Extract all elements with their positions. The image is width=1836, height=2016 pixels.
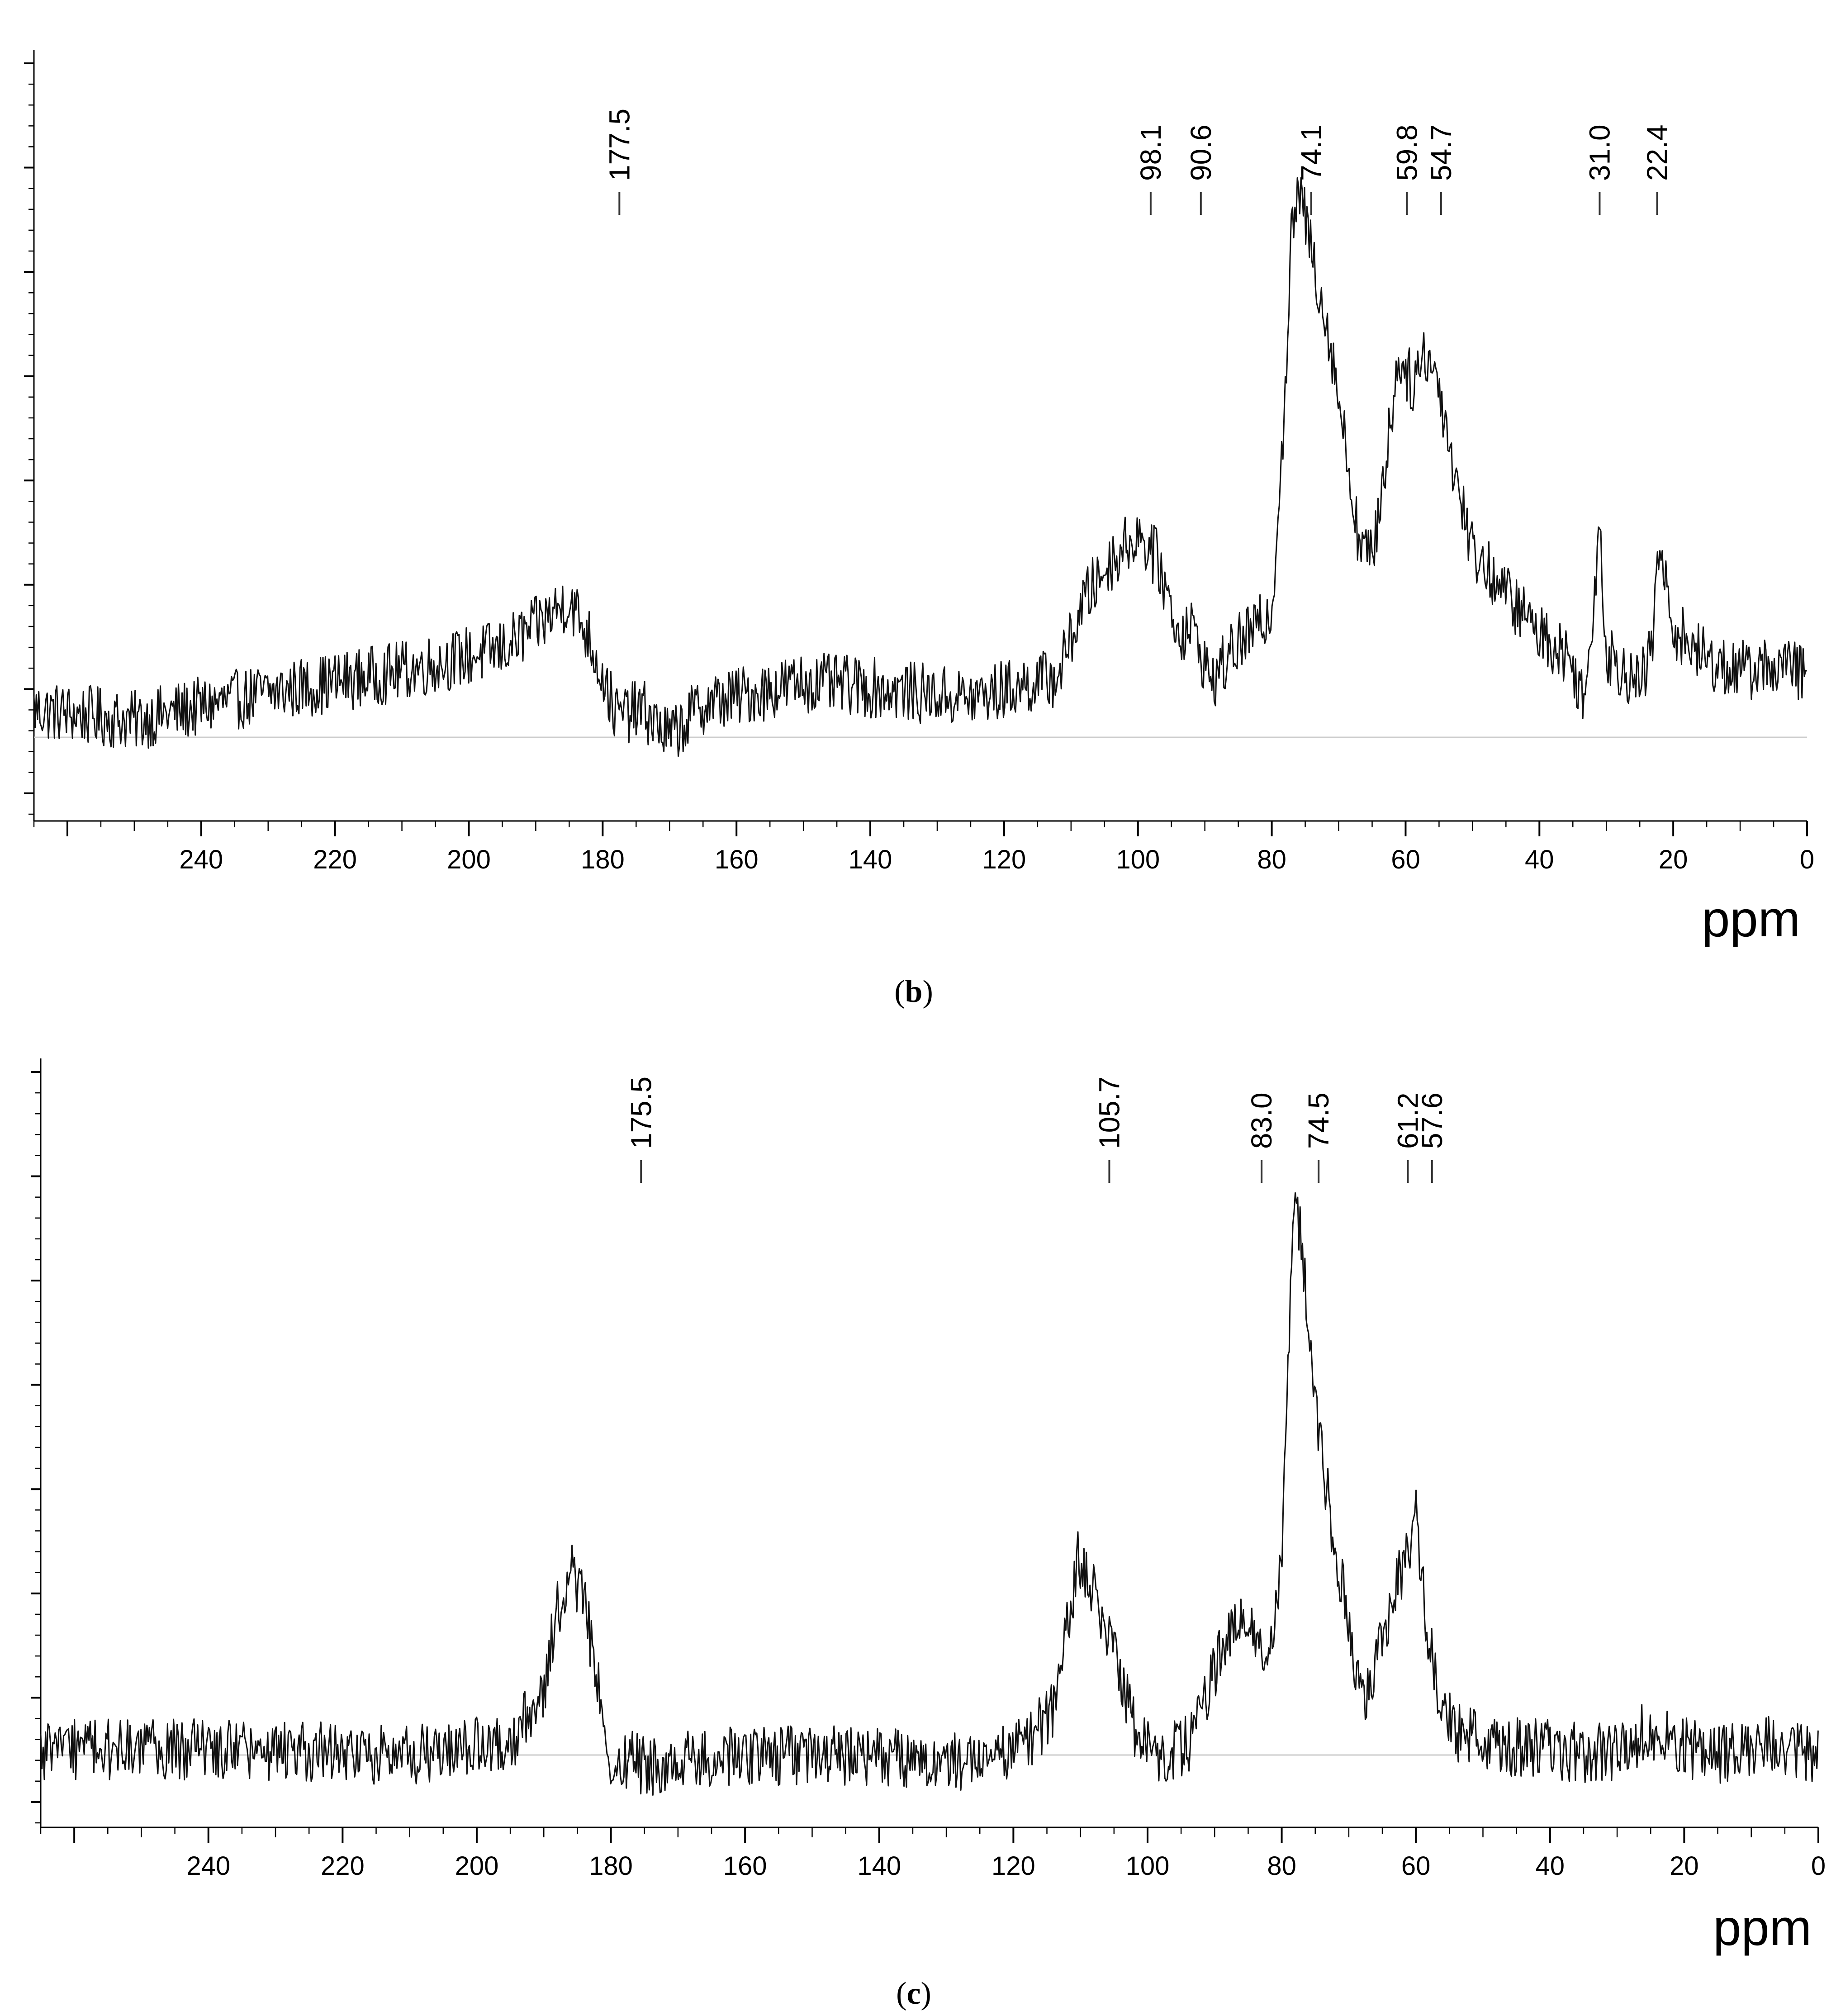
panel-c-chart: 240 220 200 180 160 140 120 100 80 60 40 20 0ppm175.… xyxy=(31,1058,1826,1956)
x-tick-label: 0 xyxy=(1811,1851,1826,1881)
peak-label: 22.4 xyxy=(1641,124,1674,181)
spectrum-trace xyxy=(33,177,1808,757)
x-tick-label: 140 xyxy=(849,845,892,874)
peak-label: 175.5 xyxy=(625,1077,657,1149)
x-tick-label: 180 xyxy=(589,1851,633,1881)
x-tick-label: 160 xyxy=(715,845,759,874)
spectrum-trace xyxy=(40,1192,1819,1796)
x-tick-label: 180 xyxy=(581,845,625,874)
peak-label: 57.6 xyxy=(1416,1092,1448,1149)
x-axis-unit-label: ppm xyxy=(1702,891,1800,947)
peak-label: 83.0 xyxy=(1245,1092,1278,1149)
peak-label: 98.1 xyxy=(1134,124,1167,181)
x-tick-label: 0 xyxy=(1800,845,1814,874)
peak-label: 90.6 xyxy=(1185,124,1217,181)
peak-label: 74.1 xyxy=(1295,124,1328,181)
panel-b-chart: 240 220 200 180 160 140 120 100 80 60 40 20 0ppm177.… xyxy=(24,50,1814,947)
x-tick-label: 160 xyxy=(723,1851,767,1881)
peak-label: 61.2 xyxy=(1391,1092,1424,1149)
x-axis-unit-label: ppm xyxy=(1713,1899,1812,1956)
x-tick-label: 80 xyxy=(1267,1851,1296,1881)
x-tick-label: 100 xyxy=(1126,1851,1170,1881)
x-tick-label: 200 xyxy=(447,845,491,874)
x-tick-label: 240 xyxy=(186,1851,230,1881)
x-tick-label: 60 xyxy=(1391,845,1420,874)
caption-c: (c) xyxy=(896,1976,931,2011)
x-tick-label: 120 xyxy=(982,845,1026,874)
x-tick-label: 20 xyxy=(1670,1851,1699,1881)
peak-label: 74.5 xyxy=(1302,1092,1335,1149)
x-tick-label: 80 xyxy=(1257,845,1286,874)
peak-label: 31.0 xyxy=(1583,124,1616,181)
x-tick-label: 40 xyxy=(1536,1851,1565,1881)
caption-b-label: b xyxy=(905,974,923,1009)
x-tick-label: 60 xyxy=(1401,1851,1431,1881)
caption-b: (b) xyxy=(894,974,933,1009)
peak-label: 105.7 xyxy=(1093,1077,1125,1149)
peak-label: 177.5 xyxy=(603,109,636,181)
x-tick-label: 120 xyxy=(992,1851,1035,1881)
x-tick-label: 200 xyxy=(455,1851,499,1881)
x-tick-label: 140 xyxy=(857,1851,901,1881)
x-tick-label: 220 xyxy=(313,845,357,874)
x-tick-label: 100 xyxy=(1116,845,1160,874)
x-tick-label: 40 xyxy=(1525,845,1554,874)
caption-c-label: c xyxy=(906,1976,920,2011)
x-tick-label: 20 xyxy=(1659,845,1688,874)
x-tick-label: 240 xyxy=(179,845,223,874)
x-tick-label: 220 xyxy=(321,1851,365,1881)
peak-label: 54.7 xyxy=(1425,124,1457,181)
peak-label: 59.8 xyxy=(1390,124,1423,181)
